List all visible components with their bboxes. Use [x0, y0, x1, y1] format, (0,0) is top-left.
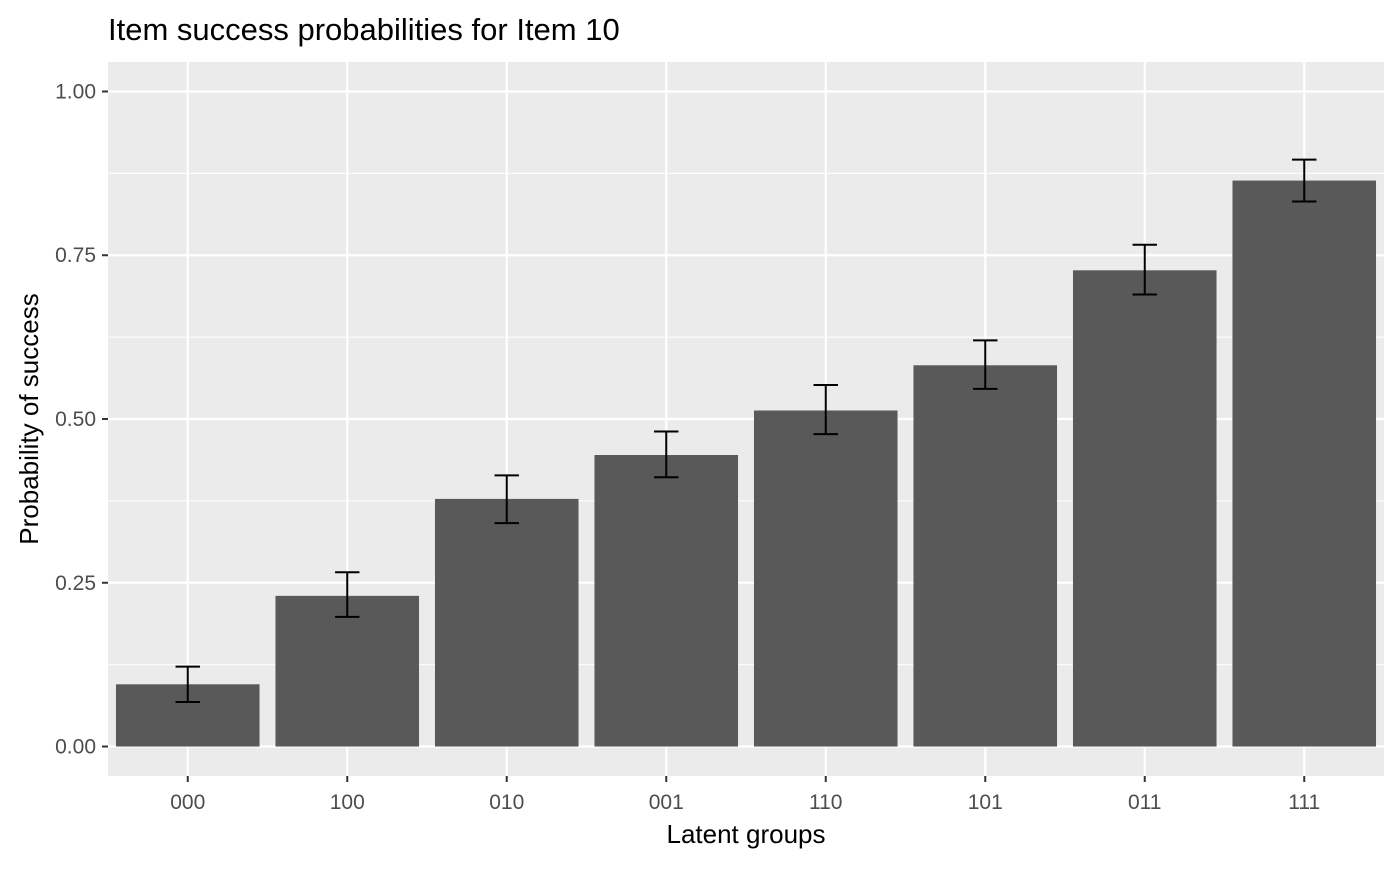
- bar-111: [1232, 180, 1377, 747]
- bar-100: [275, 595, 420, 747]
- bar-010: [434, 498, 579, 747]
- x-tick-label: 111: [1288, 791, 1320, 814]
- error-bar-101: [973, 339, 998, 390]
- error-bar-111: [1292, 158, 1317, 203]
- error-bar-110: [813, 383, 838, 436]
- x-tick-label: 110: [809, 791, 842, 814]
- x-tick-label: 011: [1128, 791, 1161, 814]
- chart-title: Item success probabilities for Item 10: [108, 12, 620, 47]
- error-bars: [175, 158, 1317, 703]
- x-tick-label: 010: [489, 791, 524, 814]
- y-tick-label: 0.75: [55, 244, 96, 267]
- error-bar-000: [175, 665, 200, 703]
- bar-110: [753, 410, 898, 747]
- error-bar-001: [654, 430, 679, 479]
- x-axis: 000 100 010 001 110 101 011 111: [170, 776, 1320, 814]
- x-tick-label: 100: [330, 791, 365, 814]
- x-axis-title: Latent groups: [666, 819, 825, 849]
- y-axis: 0.00 0.25 0.50 0.75 1.00: [55, 80, 108, 759]
- y-axis-title: Probability of success: [14, 293, 44, 544]
- error-bar-100: [335, 571, 360, 618]
- x-tick-label: 101: [968, 791, 1003, 814]
- error-bar-011: [1132, 243, 1157, 296]
- y-tick-label: 1.00: [55, 80, 96, 103]
- x-tick-label: 000: [170, 791, 205, 814]
- bar-011: [1072, 270, 1217, 747]
- y-tick-label: 0.50: [55, 408, 96, 431]
- bar-001: [594, 455, 739, 747]
- bars: [115, 180, 1377, 747]
- y-tick-label: 0.25: [55, 572, 96, 595]
- error-bar-010: [494, 474, 519, 525]
- y-tick-label: 0.00: [55, 736, 96, 759]
- bar-101: [913, 365, 1058, 747]
- x-tick-label: 001: [649, 791, 684, 814]
